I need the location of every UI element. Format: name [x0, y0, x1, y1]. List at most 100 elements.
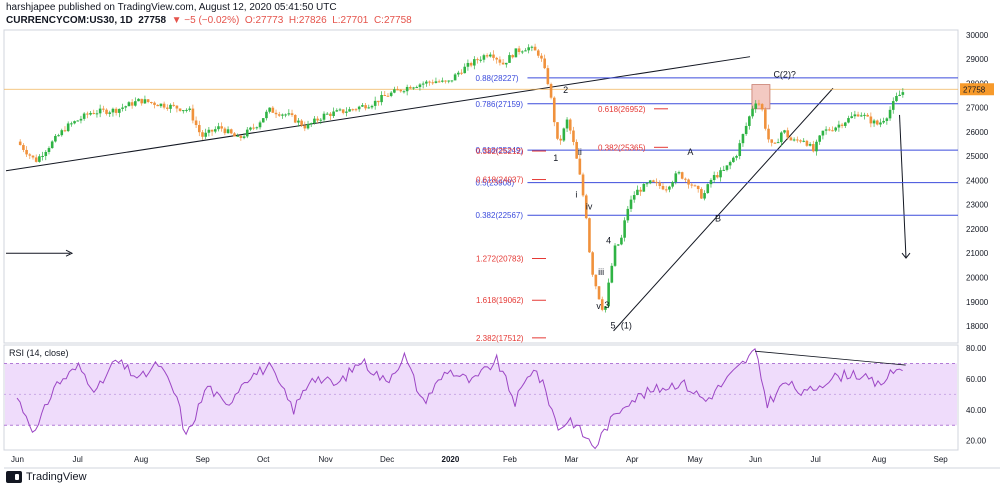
- candle-body: [725, 165, 729, 170]
- candle-body: [220, 126, 223, 129]
- candle-body: [805, 140, 809, 146]
- candle-body: [687, 179, 690, 185]
- candle-body: [409, 86, 412, 89]
- lower-trend-line: [613, 87, 834, 332]
- candle-body: [386, 95, 390, 97]
- fib-extension-label: 0.618(24037): [476, 176, 524, 185]
- time-tick-label: Aug: [872, 455, 886, 464]
- candle-body: [504, 62, 508, 65]
- time-tick-label: Dec: [380, 455, 394, 464]
- candle-body: [140, 98, 144, 104]
- candle-body: [776, 142, 780, 144]
- candle-body: [201, 132, 204, 137]
- candle-body: [306, 123, 310, 129]
- candle-body: [668, 186, 671, 190]
- time-tick-label: Jul: [811, 455, 821, 464]
- candle-body: [377, 100, 380, 103]
- candle-body: [261, 118, 265, 123]
- footer: TradingView: [6, 471, 87, 483]
- candle-body: [796, 139, 799, 141]
- candle-body: [293, 115, 297, 123]
- candle-body: [600, 299, 604, 310]
- candle-body: [843, 122, 847, 126]
- candle-body: [313, 118, 316, 124]
- candle-body: [869, 116, 873, 124]
- candle-body: [645, 183, 649, 185]
- wave-label: 1: [553, 153, 558, 163]
- open-value: O:27773: [244, 15, 284, 26]
- candle-body: [332, 111, 335, 117]
- candle-body: [271, 107, 275, 113]
- time-tick-label: 2020: [442, 455, 460, 464]
- candle-body: [130, 102, 134, 106]
- candle-body: [239, 135, 243, 138]
- candle-body: [658, 182, 662, 186]
- candle-body: [297, 120, 300, 123]
- candle-body: [511, 55, 514, 58]
- candle-body: [770, 139, 774, 143]
- candle-body: [108, 112, 112, 114]
- candle-body: [265, 111, 268, 119]
- candle-body: [588, 218, 591, 253]
- candle-body: [722, 169, 726, 171]
- candle-body: [66, 123, 70, 132]
- candle-body: [536, 50, 540, 56]
- candle-body: [121, 107, 124, 109]
- candle-body: [210, 129, 214, 132]
- footer-brand: TradingView: [26, 471, 87, 483]
- candle-body: [594, 274, 598, 287]
- candle-body: [44, 152, 48, 156]
- wave-label: 2: [563, 85, 568, 95]
- candle-body: [316, 118, 319, 121]
- time-tick-label: Jun: [11, 455, 24, 464]
- candle-body: [425, 81, 428, 84]
- last-price-tag-label: 27758: [963, 85, 986, 94]
- candle-body: [137, 98, 140, 102]
- candle-body: [134, 101, 137, 106]
- last-price-tag: [960, 83, 994, 96]
- candle-body: [178, 108, 182, 111]
- time-tick-label: Mar: [565, 455, 579, 464]
- price-tick-label: 19000: [966, 298, 989, 307]
- candle-body: [95, 113, 99, 115]
- candle-body: [652, 180, 655, 182]
- candle-body: [895, 96, 898, 102]
- candle-body: [492, 54, 495, 58]
- candle-body: [530, 46, 534, 48]
- candle-body: [834, 127, 837, 131]
- candle-body: [38, 156, 41, 162]
- candle-body: [751, 108, 754, 117]
- candle-body: [300, 120, 303, 126]
- candle-body: [549, 84, 553, 98]
- candle-body: [444, 80, 447, 82]
- candle-body: [118, 108, 121, 113]
- candle-body: [597, 286, 601, 300]
- candle-body: [217, 126, 220, 130]
- candle-body: [754, 103, 758, 109]
- candle-body: [559, 138, 562, 141]
- candle-body: [450, 80, 454, 82]
- candle-body: [495, 57, 498, 60]
- candle-body: [223, 128, 227, 134]
- fib-extension-label: 0.382(25365): [598, 143, 646, 152]
- wave-label: C(2)?: [773, 69, 796, 79]
- candle-body: [383, 95, 387, 97]
- candle-body: [616, 244, 620, 246]
- candle-body: [898, 94, 901, 97]
- candle-body: [824, 129, 828, 131]
- candle-body: [706, 184, 710, 194]
- candle-body: [188, 108, 191, 110]
- candle-body: [207, 129, 211, 133]
- candle-body: [361, 105, 364, 107]
- candle-body: [764, 109, 767, 129]
- candle-body: [274, 112, 278, 115]
- candle-body: [431, 82, 435, 84]
- tradingview-logo-icon: [6, 471, 22, 483]
- time-tick-label: Jul: [73, 455, 83, 464]
- candle-body: [258, 122, 262, 128]
- candle-body: [268, 107, 271, 112]
- candle-body: [712, 175, 716, 181]
- candle-body: [719, 170, 722, 178]
- candle-body: [866, 114, 869, 117]
